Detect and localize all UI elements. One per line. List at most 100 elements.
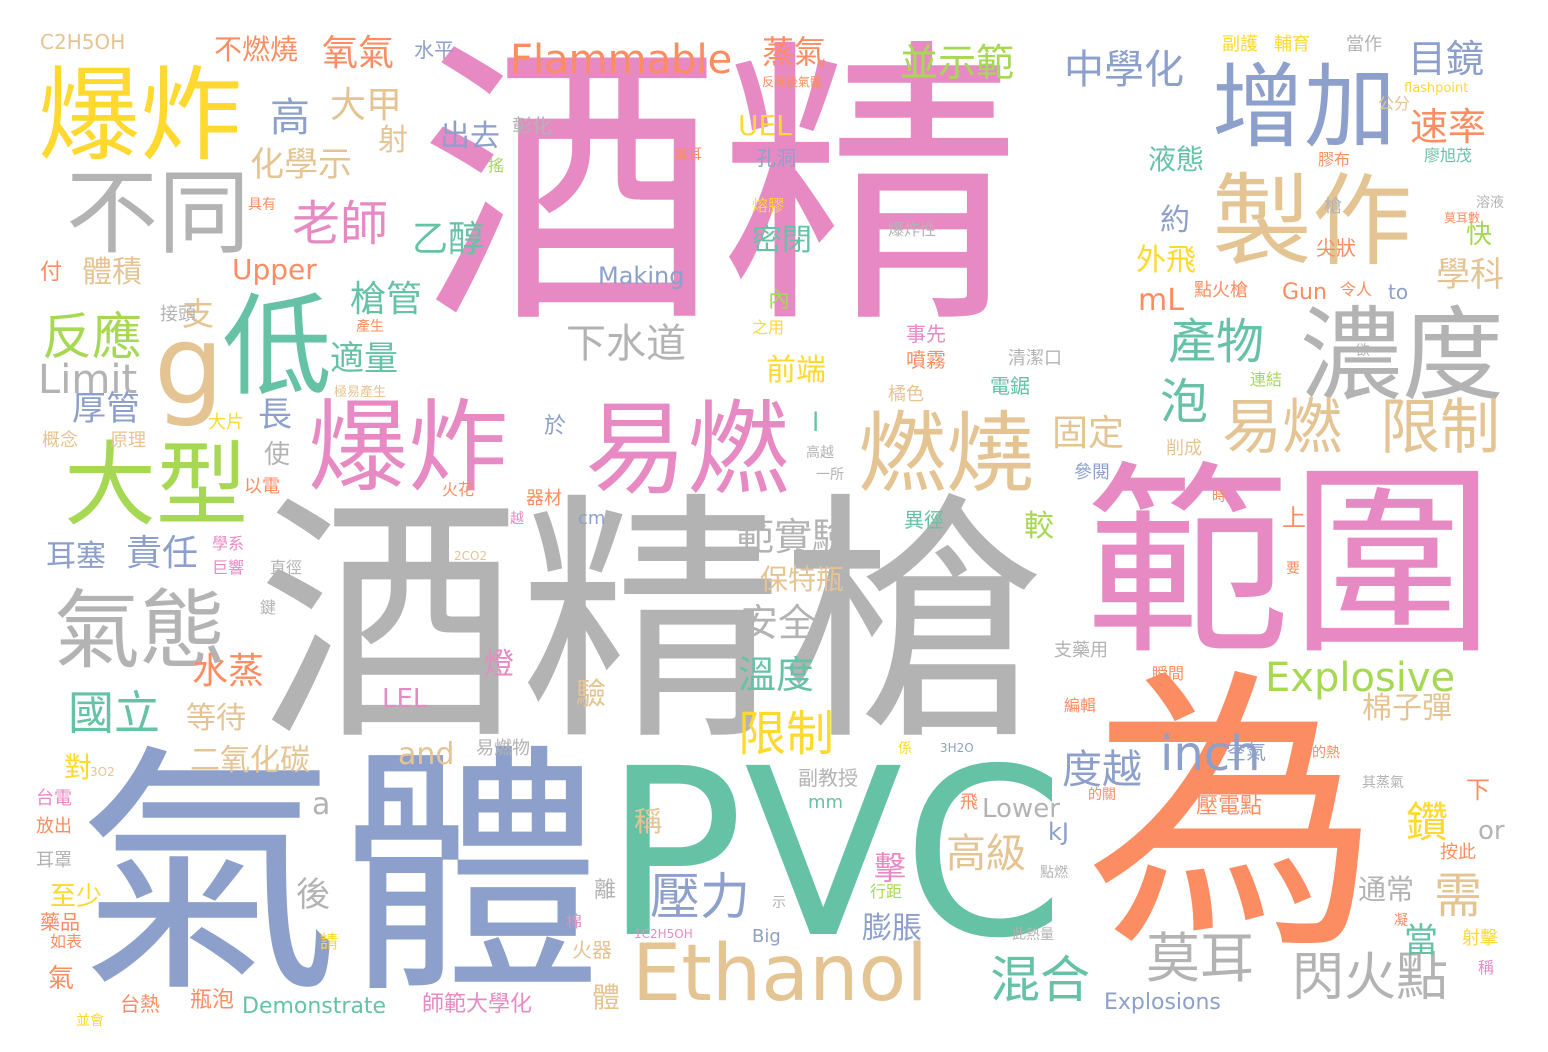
word-cloud-word: kJ (1048, 818, 1069, 846)
word-cloud-word: 離 (594, 878, 617, 903)
word-cloud-word: to (1388, 280, 1409, 304)
word-cloud-word: 孔洞 (756, 146, 796, 170)
word-cloud-word: 易燃物 (476, 738, 530, 759)
word-cloud-word: 槍 (1324, 196, 1342, 217)
word-cloud-word: 膨脹 (862, 911, 922, 946)
word-cloud-word: 出去 (440, 119, 500, 154)
word-cloud-word: 學科 (1436, 255, 1504, 295)
word-cloud-word: 師範大學化 (422, 992, 533, 1017)
word-cloud-word: 具有 (248, 197, 276, 213)
word-cloud-word: 氣態 (54, 581, 226, 681)
word-cloud-word: 易燃 (1222, 393, 1342, 463)
word-cloud-word: 水蒸 (192, 651, 265, 692)
word-cloud-word: Lower (982, 794, 1060, 824)
word-cloud-word: 快 (1466, 220, 1493, 250)
word-cloud-word: 限制 (738, 706, 835, 762)
word-cloud-word: 棉 (566, 912, 583, 931)
word-cloud-word: 至少 (50, 882, 103, 912)
word-cloud-word: 國立 (68, 686, 160, 740)
word-cloud-word: 目鏡 (1408, 37, 1485, 81)
word-cloud-word: 需 (1434, 868, 1483, 924)
word-cloud-word: 適量 (330, 339, 398, 379)
word-cloud-word: 台電 (36, 788, 72, 809)
word-cloud-word: 點燃 (1040, 865, 1068, 881)
word-cloud-word: 閃火點 (1292, 948, 1449, 1008)
word-cloud-word: 度越 (1062, 747, 1142, 793)
word-cloud-word: 槍管 (350, 279, 423, 320)
word-cloud-word: 副護 (1222, 34, 1258, 55)
word-cloud-word: 耳罩 (36, 850, 72, 871)
word-cloud-word: 使 (264, 440, 291, 470)
word-cloud-word: a (312, 787, 331, 822)
word-cloud-word: 膠布 (1318, 150, 1351, 169)
word-cloud-word: 不同 (66, 160, 251, 267)
word-cloud-word: 3O2 (90, 765, 115, 779)
word-cloud-word: l (812, 408, 820, 438)
word-cloud-word: 的熱 (1312, 745, 1340, 761)
word-cloud-word: 火花 (442, 480, 475, 499)
word-cloud-word: 後 (296, 875, 330, 915)
word-cloud-word: 高級 (946, 831, 1026, 877)
word-cloud-word: 驗 (576, 677, 606, 712)
word-cloud-word: 易燃 (585, 391, 789, 510)
word-cloud-word: 爆炸 (38, 57, 242, 176)
word-cloud-word: 莫耳 (1146, 927, 1254, 990)
word-cloud-word: 體 (592, 981, 621, 1014)
word-cloud-word: 通常 (1358, 873, 1415, 906)
word-cloud-word: 3H2O (940, 741, 974, 755)
word-cloud-word: g (154, 301, 224, 429)
word-cloud-word: 空氣 (1226, 740, 1266, 764)
word-cloud-word: 支 (182, 295, 215, 333)
word-cloud-word: 爆炸 (308, 389, 508, 506)
word-cloud-word: 器材 (526, 488, 562, 509)
word-cloud-word: 接頭 (160, 304, 196, 325)
word-cloud-word: 要 (1286, 561, 1300, 577)
word-cloud-word: 瓶泡 (190, 988, 235, 1013)
word-cloud-word: 濃度 (1300, 297, 1504, 416)
word-cloud-word: LEL (382, 684, 428, 714)
word-cloud-word: 溶液 (1476, 195, 1504, 211)
word-cloud-word: UEL (738, 109, 792, 142)
word-cloud-word: 反應 (42, 308, 142, 366)
word-cloud-word: 彰化 (512, 114, 552, 138)
word-cloud-word: flashpoint (1404, 81, 1469, 96)
word-cloud-word: Making (598, 262, 685, 290)
word-cloud-word: 清潔口 (1008, 348, 1062, 369)
word-cloud-word: 內 (768, 288, 791, 313)
word-cloud-word: 下 (1466, 776, 1490, 804)
word-cloud-word: 示 (772, 895, 786, 911)
word-cloud-word: 不燃燒 (214, 33, 299, 66)
word-cloud-word: 削成 (1166, 438, 1202, 459)
word-cloud-word: 大片 (208, 412, 244, 433)
word-cloud-word: 水平 (414, 38, 454, 62)
word-cloud-word: 燈 (484, 647, 514, 682)
word-cloud-word: 的關 (1088, 787, 1116, 803)
word-cloud-word: 高 (270, 95, 310, 141)
word-cloud-word: 付 (40, 260, 63, 285)
word-cloud-word: 體積 (82, 255, 142, 290)
word-cloud-word: 增加 (1212, 54, 1397, 161)
word-cloud-word: 支藥用 (1054, 640, 1108, 661)
word-cloud-word: 厚管 (72, 389, 140, 429)
word-cloud-word: 酒精槍 (258, 471, 1044, 776)
word-cloud-word: inch (1160, 726, 1261, 782)
word-cloud-word: 爆炸性 (888, 220, 937, 239)
word-cloud-word: 大甲 (330, 85, 403, 126)
word-cloud-word: 公分 (1378, 94, 1411, 113)
word-cloud-word: 安全 (740, 601, 817, 645)
word-cloud-word: 壓電點 (1196, 794, 1263, 819)
word-cloud-word: 概念 (42, 430, 78, 451)
word-cloud-word: 異徑 (904, 508, 944, 532)
word-cloud-word: 行距 (870, 882, 903, 901)
word-cloud-word: 產物 (1168, 314, 1265, 370)
word-cloud-word: 下水道 (566, 321, 686, 367)
word-cloud-word: 為 (1085, 645, 1380, 989)
word-cloud-word: 當 (1404, 921, 1438, 961)
word-cloud-word: 鑽 (1406, 798, 1449, 847)
word-cloud-word: 乙醇 (412, 219, 485, 260)
word-cloud-word: 前端 (766, 353, 826, 388)
word-cloud-word: 編輯 (1064, 696, 1097, 715)
word-cloud-word: 火器 (572, 938, 612, 962)
word-cloud-word: 一所 (816, 467, 844, 483)
